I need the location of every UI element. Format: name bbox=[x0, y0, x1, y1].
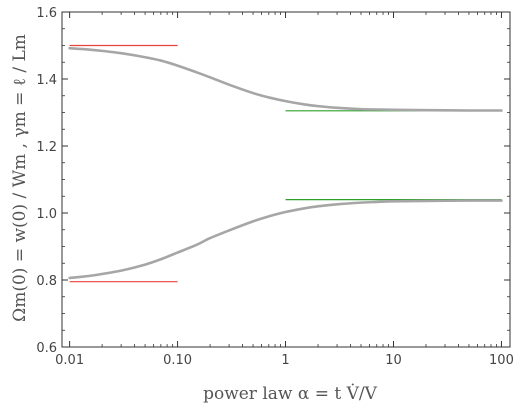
x-tick-label: 10 bbox=[385, 353, 402, 368]
x-tick-label: 0.10 bbox=[163, 353, 192, 368]
y-tick-label: 1.2 bbox=[36, 140, 57, 155]
y-tick-label: 0.6 bbox=[36, 341, 57, 356]
y-tick-label: 1.0 bbox=[36, 207, 57, 222]
y-tick-label: 1.4 bbox=[36, 73, 57, 88]
x-tick-label: 0.01 bbox=[55, 353, 84, 368]
x-tick-label: 100 bbox=[489, 353, 514, 368]
x-axis-ticks: 0.01 0.10 1 10 100 bbox=[55, 12, 514, 368]
y-tick-label: 0.8 bbox=[36, 274, 57, 289]
x-axis-label: power law α = t V̇/V bbox=[203, 384, 378, 404]
series-line-1 bbox=[68, 46, 503, 112]
plot-area bbox=[61, 11, 511, 348]
x-tick-label: 1 bbox=[281, 353, 289, 368]
series-line-2 bbox=[68, 199, 503, 280]
plot-frame bbox=[61, 11, 511, 348]
y-axis-ticks: 0.6 0.8 1.0 1.2 1.4 1.6 bbox=[36, 6, 510, 356]
y-axis-label: Ωm(0) = w(0) / Wm , γm = ℓ / Lm bbox=[10, 34, 30, 322]
y-tick-label: 1.6 bbox=[36, 6, 57, 21]
